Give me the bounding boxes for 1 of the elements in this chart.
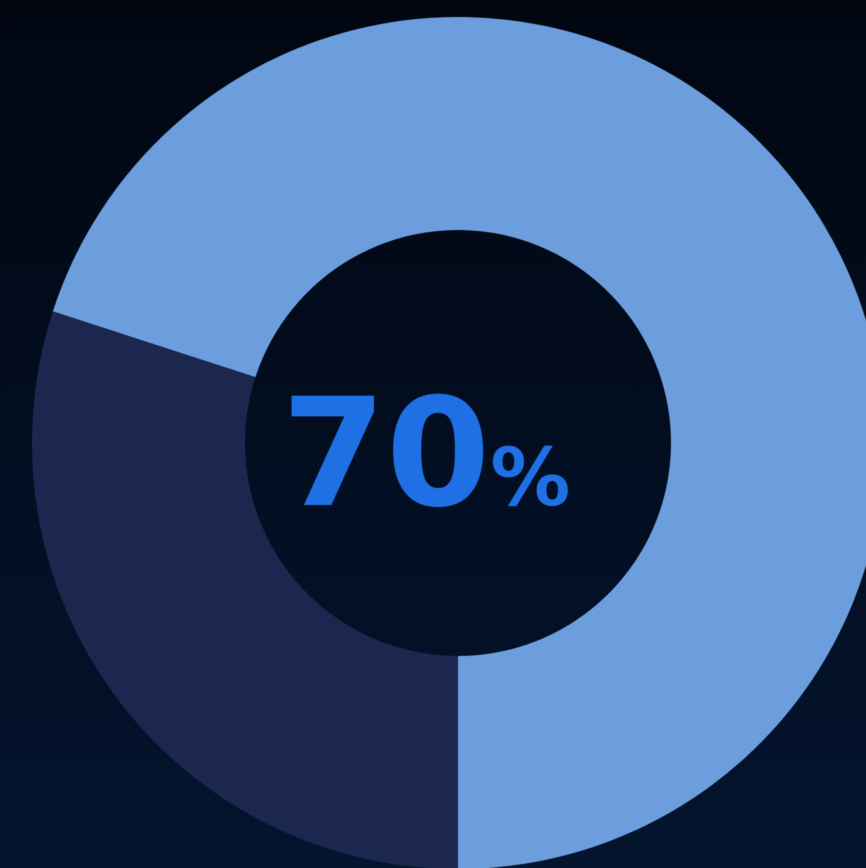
text: 70% (282, 367, 570, 541)
